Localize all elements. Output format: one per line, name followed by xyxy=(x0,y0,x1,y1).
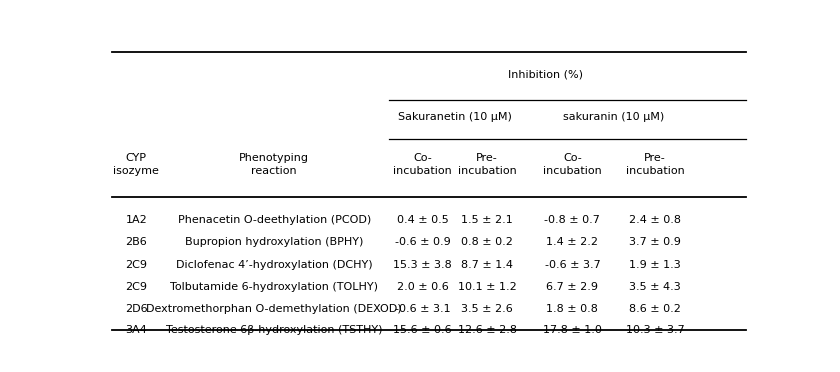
Text: -0.8 ± 0.7: -0.8 ± 0.7 xyxy=(544,215,601,225)
Text: 1.9 ± 1.3: 1.9 ± 1.3 xyxy=(629,260,681,270)
Text: 2B6: 2B6 xyxy=(125,237,147,247)
Text: 6.7 ± 2.9: 6.7 ± 2.9 xyxy=(546,282,598,292)
Text: 1A2: 1A2 xyxy=(125,215,147,225)
Text: 1.4 ± 2.2: 1.4 ± 2.2 xyxy=(546,237,598,247)
Text: -0.6 ± 0.9: -0.6 ± 0.9 xyxy=(395,237,450,247)
Text: Phenacetin O-deethylation (PCOD): Phenacetin O-deethylation (PCOD) xyxy=(177,215,371,225)
Text: 0.4 ± 0.5: 0.4 ± 0.5 xyxy=(396,215,449,225)
Text: Co-
incubation: Co- incubation xyxy=(543,153,601,176)
Text: Sakuranetin (10 μM): Sakuranetin (10 μM) xyxy=(398,112,512,122)
Text: 3.5 ± 2.6: 3.5 ± 2.6 xyxy=(461,304,513,314)
Text: 17.8 ± 1.0: 17.8 ± 1.0 xyxy=(543,325,601,335)
Text: 1.5 ± 2.1: 1.5 ± 2.1 xyxy=(461,215,513,225)
Text: 2D6: 2D6 xyxy=(125,304,148,314)
Text: 10.3 ± 3.7: 10.3 ± 3.7 xyxy=(626,325,685,335)
Text: 3.7 ± 0.9: 3.7 ± 0.9 xyxy=(629,237,681,247)
Text: 2.4 ± 0.8: 2.4 ± 0.8 xyxy=(629,215,681,225)
Text: Diclofenac 4’-hydroxylation (DCHY): Diclofenac 4’-hydroxylation (DCHY) xyxy=(176,260,373,270)
Text: 0.8 ± 0.2: 0.8 ± 0.2 xyxy=(461,237,513,247)
Text: Phenotyping
reaction: Phenotyping reaction xyxy=(239,153,309,176)
Text: 2.0 ± 0.6: 2.0 ± 0.6 xyxy=(396,282,449,292)
Text: Bupropion hydroxylation (BPHY): Bupropion hydroxylation (BPHY) xyxy=(185,237,364,247)
Text: Tolbutamide 6-hydroxylation (TOLHY): Tolbutamide 6-hydroxylation (TOLHY) xyxy=(171,282,378,292)
Text: Inhibition (%): Inhibition (%) xyxy=(508,70,583,80)
Text: 3A4: 3A4 xyxy=(125,325,147,335)
Text: Pre-
incubation: Pre- incubation xyxy=(626,153,685,176)
Text: 8.6 ± 0.2: 8.6 ± 0.2 xyxy=(629,304,681,314)
Text: -0.6 ± 3.7: -0.6 ± 3.7 xyxy=(544,260,601,270)
Text: 8.7 ± 1.4: 8.7 ± 1.4 xyxy=(461,260,513,270)
Text: Pre-
incubation: Pre- incubation xyxy=(458,153,517,176)
Text: Co-
incubation: Co- incubation xyxy=(393,153,452,176)
Text: Dextromethorphan O-demethylation (DEXOD): Dextromethorphan O-demethylation (DEXOD) xyxy=(146,304,402,314)
Text: 15.3 ± 3.8: 15.3 ± 3.8 xyxy=(393,260,452,270)
Text: CYP
isozyme: CYP isozyme xyxy=(113,153,160,176)
Text: sakuranin (10 μM): sakuranin (10 μM) xyxy=(563,112,664,122)
Text: 3.5 ± 4.3: 3.5 ± 4.3 xyxy=(629,282,681,292)
Text: 10.1 ± 1.2: 10.1 ± 1.2 xyxy=(458,282,517,292)
Text: 15.6 ± 0.6: 15.6 ± 0.6 xyxy=(393,325,452,335)
Text: 2C9: 2C9 xyxy=(125,282,147,292)
Text: 2C9: 2C9 xyxy=(125,260,147,270)
Text: 1.8 ± 0.8: 1.8 ± 0.8 xyxy=(547,304,598,314)
Text: -0.6 ± 3.1: -0.6 ± 3.1 xyxy=(395,304,450,314)
Text: 12.6 ± 2.8: 12.6 ± 2.8 xyxy=(458,325,517,335)
Text: Testosterone 6β-hydroxylation (TSTHY): Testosterone 6β-hydroxylation (TSTHY) xyxy=(166,325,382,335)
